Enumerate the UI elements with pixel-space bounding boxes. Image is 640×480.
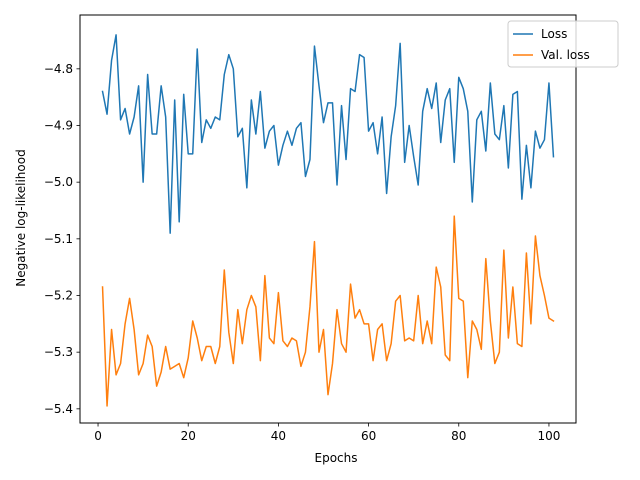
series-line-loss [101,34,555,234]
y-axis-title: Negative log-likelihood [14,149,28,286]
x-axis-title: Epochs [315,451,358,465]
x-tick-label: 60 [361,429,376,443]
y-axis: −5.4 −5.3 −5.2 −5.1 −5.0 −4.9 −4.8 [44,62,80,416]
y-tick-label: −5.4 [44,402,73,416]
x-tick-label: 80 [451,429,466,443]
x-tick-label: 100 [537,429,560,443]
y-tick-label: −5.1 [44,232,73,246]
axes-frame [79,14,577,424]
y-tick-label: −4.8 [44,62,73,76]
legend-label-loss: Loss [541,27,567,41]
series-line-val-loss [101,215,555,407]
legend-label-val-loss: Val. loss [541,48,590,62]
legend: Loss Val. loss [507,20,619,68]
x-axis: 0 20 40 60 80 100 [94,423,560,443]
y-tick-label: −5.2 [44,289,73,303]
legend-box [507,20,619,68]
series-layer [101,34,555,407]
x-tick-label: 20 [181,429,196,443]
x-tick-label: 0 [94,429,102,443]
x-tick-label: 40 [271,429,286,443]
y-tick-label: −5.3 [44,345,73,359]
y-tick-label: −5.0 [44,175,73,189]
y-tick-label: −4.9 [44,119,73,133]
